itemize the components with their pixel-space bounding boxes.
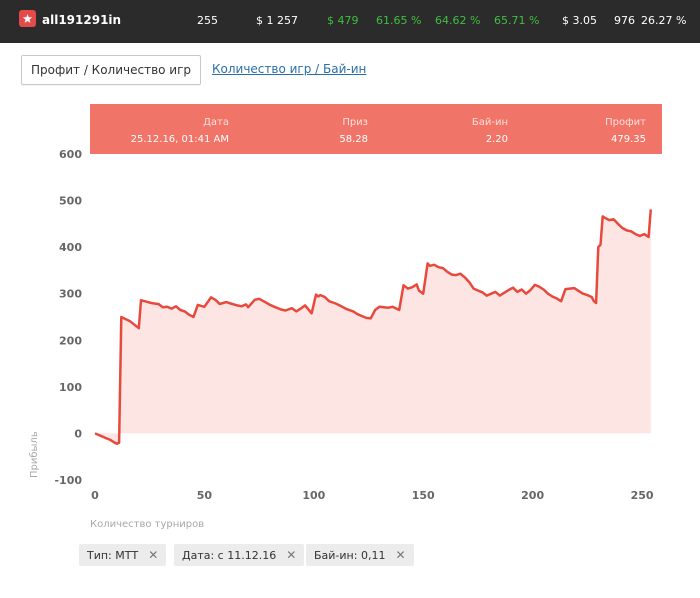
y-tick-label: 0: [74, 427, 82, 440]
tooltip-date-label: Дата: [203, 117, 229, 128]
point-tooltip: Дата 25.12.16, 01:41 AM Приз 58.28 Бай-и…: [90, 104, 662, 154]
y-tick-label: 100: [59, 381, 82, 394]
x-tick-label: 50: [197, 489, 213, 502]
stat-percent-2: 64.62 %: [435, 14, 481, 27]
x-tick-label: 0: [91, 489, 99, 502]
tooltip-buyin-label: Бай-ин: [471, 117, 508, 128]
top-stats-bar: all191291in 255 $ 1 257 $ 479 61.65 % 64…: [0, 0, 700, 43]
tooltip-profit-value: 479.35: [611, 134, 646, 145]
remove-filter-close-icon[interactable]: ✕: [286, 548, 297, 562]
remove-filter-close-icon[interactable]: ✕: [148, 548, 159, 562]
remove-filter-close-icon[interactable]: ✕: [395, 548, 406, 562]
filter-chip-label: Бай-ин: 0,11: [314, 548, 386, 562]
y-tick-label: 600: [59, 148, 82, 161]
tab-profit-vs-games[interactable]: Профит / Количество игр: [21, 55, 201, 85]
profit-area: [95, 209, 651, 444]
filter-chip-type: Тип: МТТ ✕: [79, 544, 167, 566]
filter-chip-date: Дата: с 11.12.16 ✕: [174, 544, 305, 566]
x-tick-label: 100: [302, 489, 325, 502]
stat-roi: 61.65 %: [376, 14, 422, 27]
x-tick-label: 150: [412, 489, 435, 502]
profit-line: [94, 209, 653, 445]
tooltip-prize-label: Приз: [342, 117, 368, 128]
y-tick-label: -100: [54, 474, 82, 487]
stat-total-buyin: $ 1 257: [256, 14, 298, 27]
filter-chip-buyin: Бай-ин: 0,11 ✕: [306, 544, 414, 566]
y-tick-label: 500: [59, 195, 82, 208]
y-tick-label: 300: [59, 288, 82, 301]
y-axis-label: Прибыль: [29, 431, 40, 478]
tooltip-prize-value: 58.28: [339, 134, 368, 145]
tooltip-buyin-value: 2.20: [485, 134, 508, 145]
tab-games-vs-buyin[interactable]: Количество игр / Бай-ин: [212, 62, 367, 76]
filter-chip-label: Дата: с 11.12.16: [182, 548, 277, 562]
tooltip-profit-label: Профит: [605, 117, 646, 128]
stat-percent-3: 65.71 %: [494, 14, 540, 27]
stat-percent-4: 26.27 %: [641, 14, 687, 27]
x-tick-label: 250: [631, 489, 654, 502]
x-tick-label: 200: [521, 489, 544, 502]
pokerstars-logo-icon: [19, 10, 36, 27]
y-tick-label: 400: [59, 241, 82, 254]
filter-bar: Тип: МТТ ✕ Дата: с 11.12.16 ✕ Бай-ин: 0,…: [0, 544, 700, 566]
stat-count: 976: [614, 14, 635, 27]
stat-tournaments: 255: [197, 14, 218, 27]
y-tick-label: 200: [59, 334, 82, 347]
x-axis-label: Количество турниров: [90, 519, 204, 530]
stat-profit: $ 479: [327, 14, 359, 27]
filter-chip-label: Тип: МТТ: [87, 548, 139, 562]
stat-avg-buyin: $ 3.05: [562, 14, 597, 27]
tooltip-date-value: 25.12.16, 01:41 AM: [130, 134, 229, 145]
username: all191291in: [42, 13, 122, 27]
